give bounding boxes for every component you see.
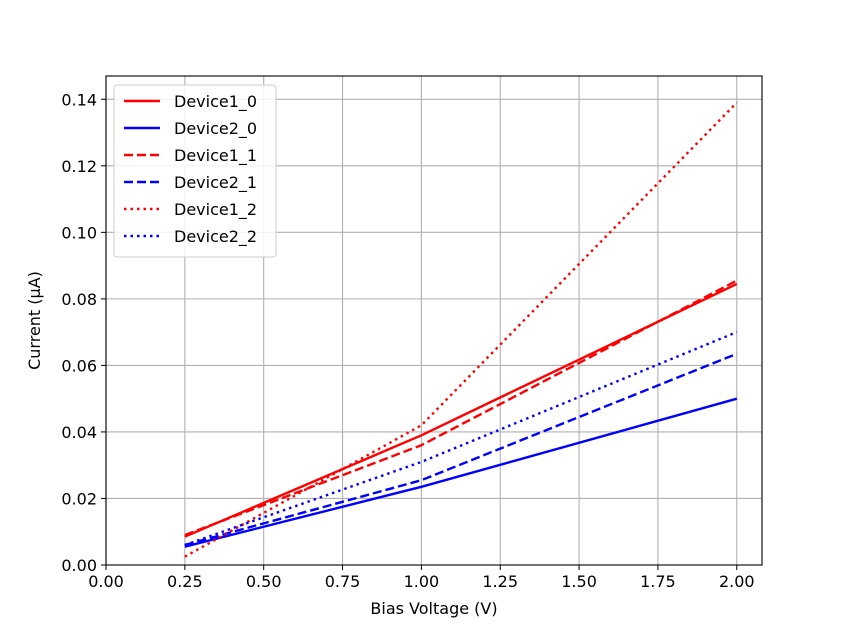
y-axis-label: Current (µA) <box>25 271 44 370</box>
y-tick-label: 0.10 <box>61 223 97 242</box>
legend-label: Device2_2 <box>174 227 257 247</box>
x-tick-label: 0.75 <box>325 572 361 591</box>
series-line-device1-0 <box>184 282 738 538</box>
x-tick-label: 2.00 <box>719 572 755 591</box>
legend-label: Device2_1 <box>174 173 257 193</box>
legend-label: Device1_0 <box>174 92 257 112</box>
y-tick-label: 0.06 <box>61 356 97 375</box>
series-line-device2-0 <box>184 397 738 548</box>
x-tick-label: 1.25 <box>482 572 518 591</box>
y-axis: 0.00 0.02 0.04 0.06 0.08 0.10 0.12 0.14 <box>61 90 106 575</box>
x-axis: 0.00 0.25 0.50 0.75 1.00 1.25 1.50 1.75 2.00 <box>88 565 755 591</box>
legend: Device1_0 Device2_0 Device1_1 Device2_1 Devi… <box>113 84 277 258</box>
x-tick-label: 0.25 <box>167 572 203 591</box>
y-tick-label: 0.00 <box>61 556 97 575</box>
series-line-device1-1 <box>184 279 738 537</box>
x-tick-label: 0.50 <box>246 572 282 591</box>
y-tick-label: 0.04 <box>61 423 97 442</box>
legend-label: Device2_0 <box>174 119 257 139</box>
y-tick-label: 0.12 <box>61 157 97 176</box>
x-axis-label: Bias Voltage (V) <box>370 599 497 618</box>
x-tick-label: 0.00 <box>88 572 124 591</box>
y-tick-label: 0.02 <box>61 489 97 508</box>
legend-label: Device1_2 <box>174 200 257 220</box>
plot-frame <box>105 75 763 566</box>
x-tick-label: 1.50 <box>561 572 597 591</box>
x-tick-label: 1.75 <box>640 572 676 591</box>
series-layer <box>184 101 738 558</box>
legend-label: Device1_1 <box>174 146 257 166</box>
y-tick-label: 0.14 <box>61 90 97 109</box>
x-tick-label: 1.00 <box>404 572 440 591</box>
series-line-device2-1 <box>184 352 738 547</box>
y-tick-label: 0.08 <box>61 290 97 309</box>
